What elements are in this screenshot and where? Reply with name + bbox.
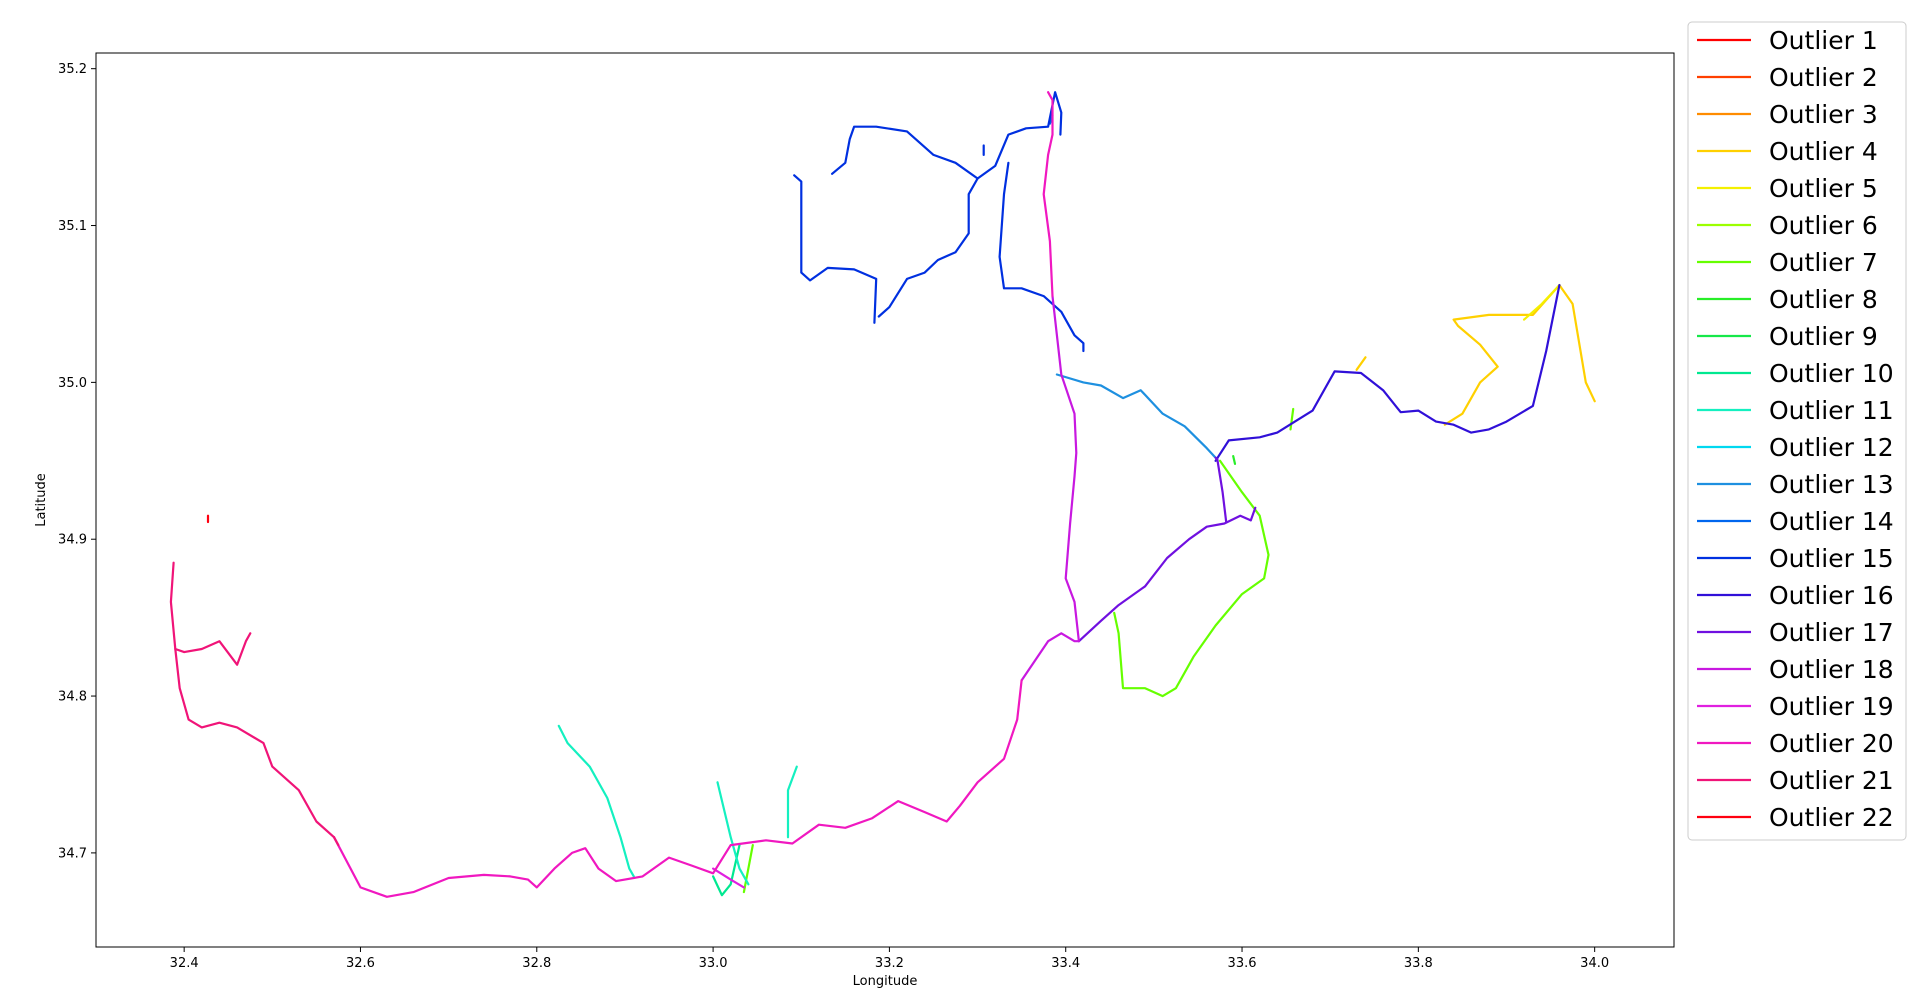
series-line-outlier-18-segment-1 bbox=[1020, 295, 1081, 682]
legend-item: Outlier 1 bbox=[1697, 26, 1878, 55]
legend-item: Outlier 18 bbox=[1697, 655, 1894, 684]
legend-label: Outlier 14 bbox=[1769, 507, 1894, 536]
series-line-outlier-7-segment-1 bbox=[1113, 459, 1270, 698]
legend-label: Outlier 7 bbox=[1769, 248, 1878, 277]
x-tick-label: 33.6 bbox=[1228, 956, 1257, 971]
legend-item: Outlier 4 bbox=[1697, 137, 1878, 166]
series-line-outlier-7-segment-3 bbox=[742, 843, 754, 894]
legend-item: Outlier 17 bbox=[1697, 618, 1894, 647]
plot-area bbox=[96, 53, 1674, 947]
legend-label: Outlier 8 bbox=[1769, 285, 1878, 314]
series-layer bbox=[169, 91, 1596, 898]
series-line-outlier-15-segment-4 bbox=[998, 161, 1085, 353]
legend-label: Outlier 16 bbox=[1769, 581, 1894, 610]
legend-label: Outlier 11 bbox=[1769, 396, 1894, 425]
legend-item: Outlier 2 bbox=[1697, 63, 1878, 92]
legend-item: Outlier 22 bbox=[1697, 803, 1894, 832]
x-tick-label: 33.8 bbox=[1404, 956, 1433, 971]
series-line-outlier-16-segment-1 bbox=[1214, 284, 1561, 462]
series-line-outlier-13-segment-1 bbox=[1055, 373, 1217, 459]
x-tick-label: 33.4 bbox=[1051, 956, 1080, 971]
y-tick-label: 34.9 bbox=[58, 533, 87, 548]
series-line-outlier-10-segment-1 bbox=[711, 843, 741, 897]
legend-item: Outlier 7 bbox=[1697, 248, 1878, 277]
x-axis-label: Longitude bbox=[853, 974, 918, 989]
legend-label: Outlier 15 bbox=[1769, 544, 1894, 573]
series-line-outlier-20-segment-1 bbox=[332, 679, 1023, 898]
x-tick-label: 33.0 bbox=[699, 956, 728, 971]
legend-item: Outlier 6 bbox=[1697, 211, 1878, 240]
legend-label: Outlier 13 bbox=[1769, 470, 1894, 499]
legend: Outlier 1 Outlier 2 Outlier 3 Outlier 4 Outl… bbox=[1687, 21, 1907, 841]
series-line-outlier-11-segment-2 bbox=[716, 781, 750, 886]
series-line-outlier-17-segment-1 bbox=[1077, 506, 1257, 643]
legend-label: Outlier 12 bbox=[1769, 433, 1894, 462]
legend-label: Outlier 4 bbox=[1769, 137, 1878, 166]
y-tick-label: 34.8 bbox=[58, 690, 87, 705]
legend-item: Outlier 16 bbox=[1697, 581, 1894, 610]
x-tick-label: 33.2 bbox=[875, 956, 904, 971]
legend-item: Outlier 11 bbox=[1697, 396, 1894, 425]
series-line-outlier-19-segment-1 bbox=[711, 867, 746, 889]
legend-item: Outlier 12 bbox=[1697, 433, 1894, 462]
legend-label: Outlier 21 bbox=[1769, 766, 1894, 795]
legend-label: Outlier 3 bbox=[1769, 100, 1878, 129]
legend-item: Outlier 5 bbox=[1697, 174, 1878, 203]
x-tick-label: 32.8 bbox=[522, 956, 551, 971]
y-axis-label: Latitude bbox=[34, 473, 49, 527]
x-tick-label: 34.0 bbox=[1580, 956, 1609, 971]
legend-label: Outlier 10 bbox=[1769, 359, 1894, 388]
legend-label: Outlier 19 bbox=[1769, 692, 1894, 721]
series-line-outlier-4-segment-3 bbox=[1355, 356, 1367, 371]
legend-item: Outlier 20 bbox=[1697, 729, 1894, 758]
legend-label: Outlier 5 bbox=[1769, 174, 1878, 203]
series-line-outlier-15-segment-3 bbox=[877, 177, 979, 318]
series-line-outlier-11-segment-3 bbox=[786, 765, 798, 839]
legend-item: Outlier 8 bbox=[1697, 285, 1878, 314]
legend-item: Outlier 15 bbox=[1697, 544, 1894, 573]
series-line-outlier-11-segment-1 bbox=[557, 724, 635, 878]
x-tick-label: 32.6 bbox=[346, 956, 375, 971]
x-tick-label: 32.4 bbox=[170, 956, 199, 971]
legend-label: Outlier 20 bbox=[1769, 729, 1894, 758]
legend-item: Outlier 9 bbox=[1697, 322, 1878, 351]
y-tick-label: 35.2 bbox=[58, 62, 87, 77]
legend-item: Outlier 21 bbox=[1697, 766, 1894, 795]
legend-item: Outlier 19 bbox=[1697, 692, 1894, 721]
legend-item: Outlier 3 bbox=[1697, 100, 1878, 129]
plot-frame bbox=[95, 52, 1675, 948]
y-tick-label: 35.0 bbox=[58, 376, 87, 391]
series-line-outlier-21-segment-3 bbox=[332, 836, 340, 847]
legend-item: Outlier 10 bbox=[1697, 359, 1894, 388]
legend-label: Outlier 6 bbox=[1769, 211, 1878, 240]
legend-label: Outlier 18 bbox=[1769, 655, 1894, 684]
y-tick-label: 34.7 bbox=[58, 846, 87, 861]
series-line-outlier-5-segment-1 bbox=[1522, 284, 1561, 321]
series-line-outlier-20-segment-2 bbox=[1042, 91, 1054, 298]
y-tick-label: 35.1 bbox=[58, 219, 87, 234]
series-line-outlier-4-segment-2 bbox=[1558, 284, 1596, 403]
series-line-outlier-21-segment-2 bbox=[174, 632, 252, 666]
legend-label: Outlier 1 bbox=[1769, 26, 1878, 55]
legend-frame bbox=[1687, 21, 1907, 841]
legend-label: Outlier 17 bbox=[1769, 618, 1894, 647]
series-line-outlier-4-segment-1 bbox=[1443, 284, 1561, 426]
legend-label: Outlier 22 bbox=[1769, 803, 1894, 832]
series-line-outlier-15-segment-1 bbox=[793, 174, 878, 324]
legend-item: Outlier 14 bbox=[1697, 507, 1894, 536]
x-axis-ticks: 32.4 32.6 32.8 33.0 33.2 33.4 33.6 33.8 34.0 bbox=[170, 947, 1609, 971]
series-line-outlier-8-segment-1 bbox=[1232, 455, 1237, 465]
series-line-outlier-17-segment-2 bbox=[1214, 456, 1228, 524]
series-line-outlier-7-segment-2 bbox=[1289, 407, 1295, 431]
legend-label: Outlier 9 bbox=[1769, 322, 1878, 351]
y-axis-ticks: 34.7 34.8 34.9 35.0 35.1 35.2 bbox=[58, 62, 96, 861]
legend-item: Outlier 13 bbox=[1697, 470, 1894, 499]
legend-label: Outlier 2 bbox=[1769, 63, 1878, 92]
